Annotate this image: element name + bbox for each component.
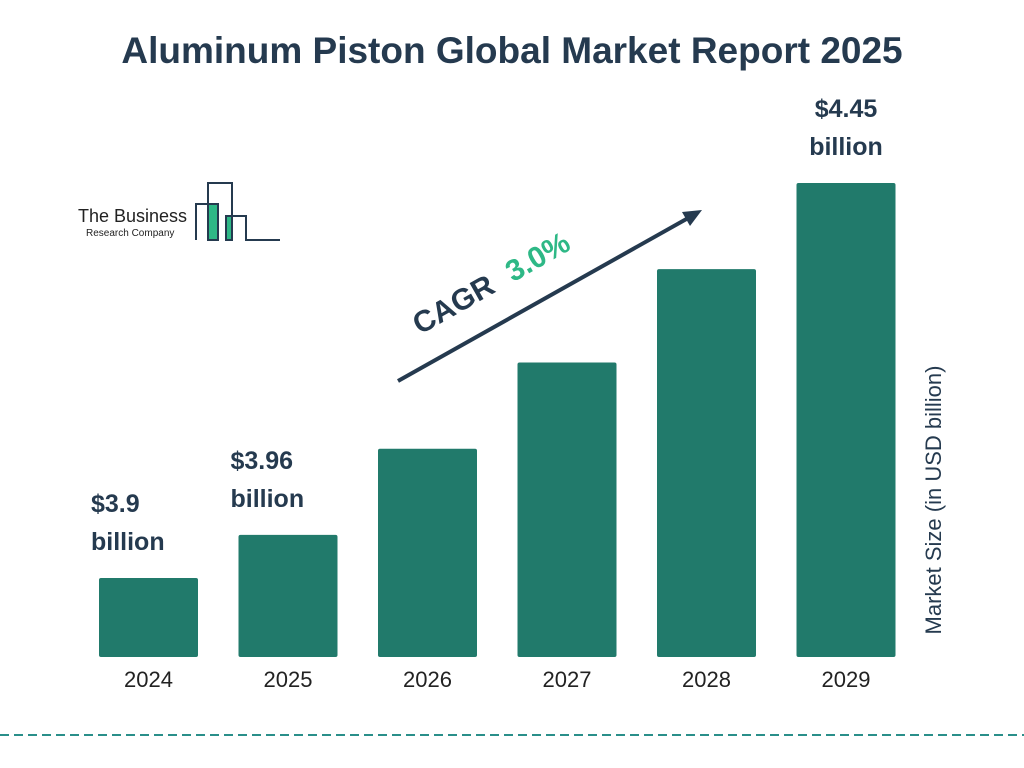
x-tick-label: 2024 [124,667,173,692]
cagr-value: 3.0% [500,226,576,288]
x-tick-label: 2026 [403,667,452,692]
logo-bar-2 [227,216,232,240]
x-tick-label: 2027 [543,667,592,692]
data-label-line2: billion [809,133,883,161]
data-label-line1: $4.45 [815,95,878,123]
chart-title: Aluminum Piston Global Market Report 202… [121,30,903,71]
bar-2024 [99,578,198,657]
x-tick-label: 2028 [682,667,731,692]
bar-2029 [796,183,896,657]
svg-text:CAGR 3.0%: CAGR 3.0% [407,226,576,341]
cagr-arrow-line [397,215,691,383]
logo: The Business Research Company [78,182,280,241]
logo-line1: The Business [78,206,187,226]
bar-2028 [657,269,756,657]
logo-line2: Research Company [86,228,174,239]
bar-2026 [378,448,477,657]
data-label-line1: $3.96 [231,447,294,475]
y-axis-label: Market Size (in USD billion) [921,366,946,635]
bar-2027 [517,362,617,657]
x-tick-label: 2029 [822,667,871,692]
cagr-annotation: CAGR 3.0% [397,210,702,383]
data-label-line2: billion [91,528,165,556]
data-label-line2: billion [231,485,305,513]
logo-buildings-icon [195,182,280,241]
cagr-arrow-head-icon [682,210,702,226]
logo-bar-1 [207,204,217,240]
bar-2025 [238,534,338,657]
data-label-line1: $3.9 [91,490,140,518]
x-tick-label: 2025 [264,667,313,692]
